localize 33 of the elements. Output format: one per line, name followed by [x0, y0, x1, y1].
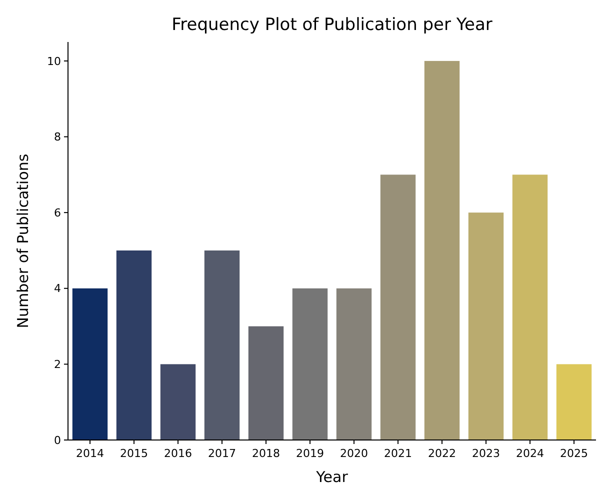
x-tick-label: 2024 [516, 447, 544, 460]
y-tick-label: 0 [54, 434, 61, 447]
bar [248, 326, 284, 440]
bar [204, 250, 240, 440]
y-tick-label: 4 [54, 282, 61, 296]
x-tick-label: 2014 [76, 447, 104, 460]
x-tick-label: 2021 [384, 447, 412, 460]
bar [160, 364, 196, 440]
x-tick-label: 2025 [560, 447, 588, 460]
y-axis-title: Number of Publications [14, 154, 32, 328]
bar [116, 250, 152, 440]
y-tick-label: 10 [47, 54, 61, 68]
y-tick-label: 6 [54, 206, 61, 220]
bar [468, 212, 504, 440]
x-tick-label: 2020 [340, 447, 368, 460]
x-tick-label: 2023 [472, 447, 500, 460]
bar [336, 288, 372, 440]
bar [556, 364, 592, 440]
x-tick-label: 2018 [252, 447, 280, 460]
x-tick-label: 2017 [208, 447, 236, 460]
chart-title: Frequency Plot of Publication per Year [172, 15, 492, 35]
bar [512, 174, 548, 440]
bar [380, 174, 416, 440]
x-tick-label: 2015 [120, 447, 148, 460]
x-tick-label: 2019 [296, 447, 324, 460]
y-tick-label: 2 [54, 358, 61, 372]
x-tick-label: 2016 [164, 447, 192, 460]
x-axis-title: Year [315, 468, 349, 486]
bar [72, 288, 108, 440]
x-tick-label: 2022 [428, 447, 456, 460]
bar [424, 60, 460, 440]
bar [292, 288, 328, 440]
y-tick-label: 8 [54, 130, 61, 144]
